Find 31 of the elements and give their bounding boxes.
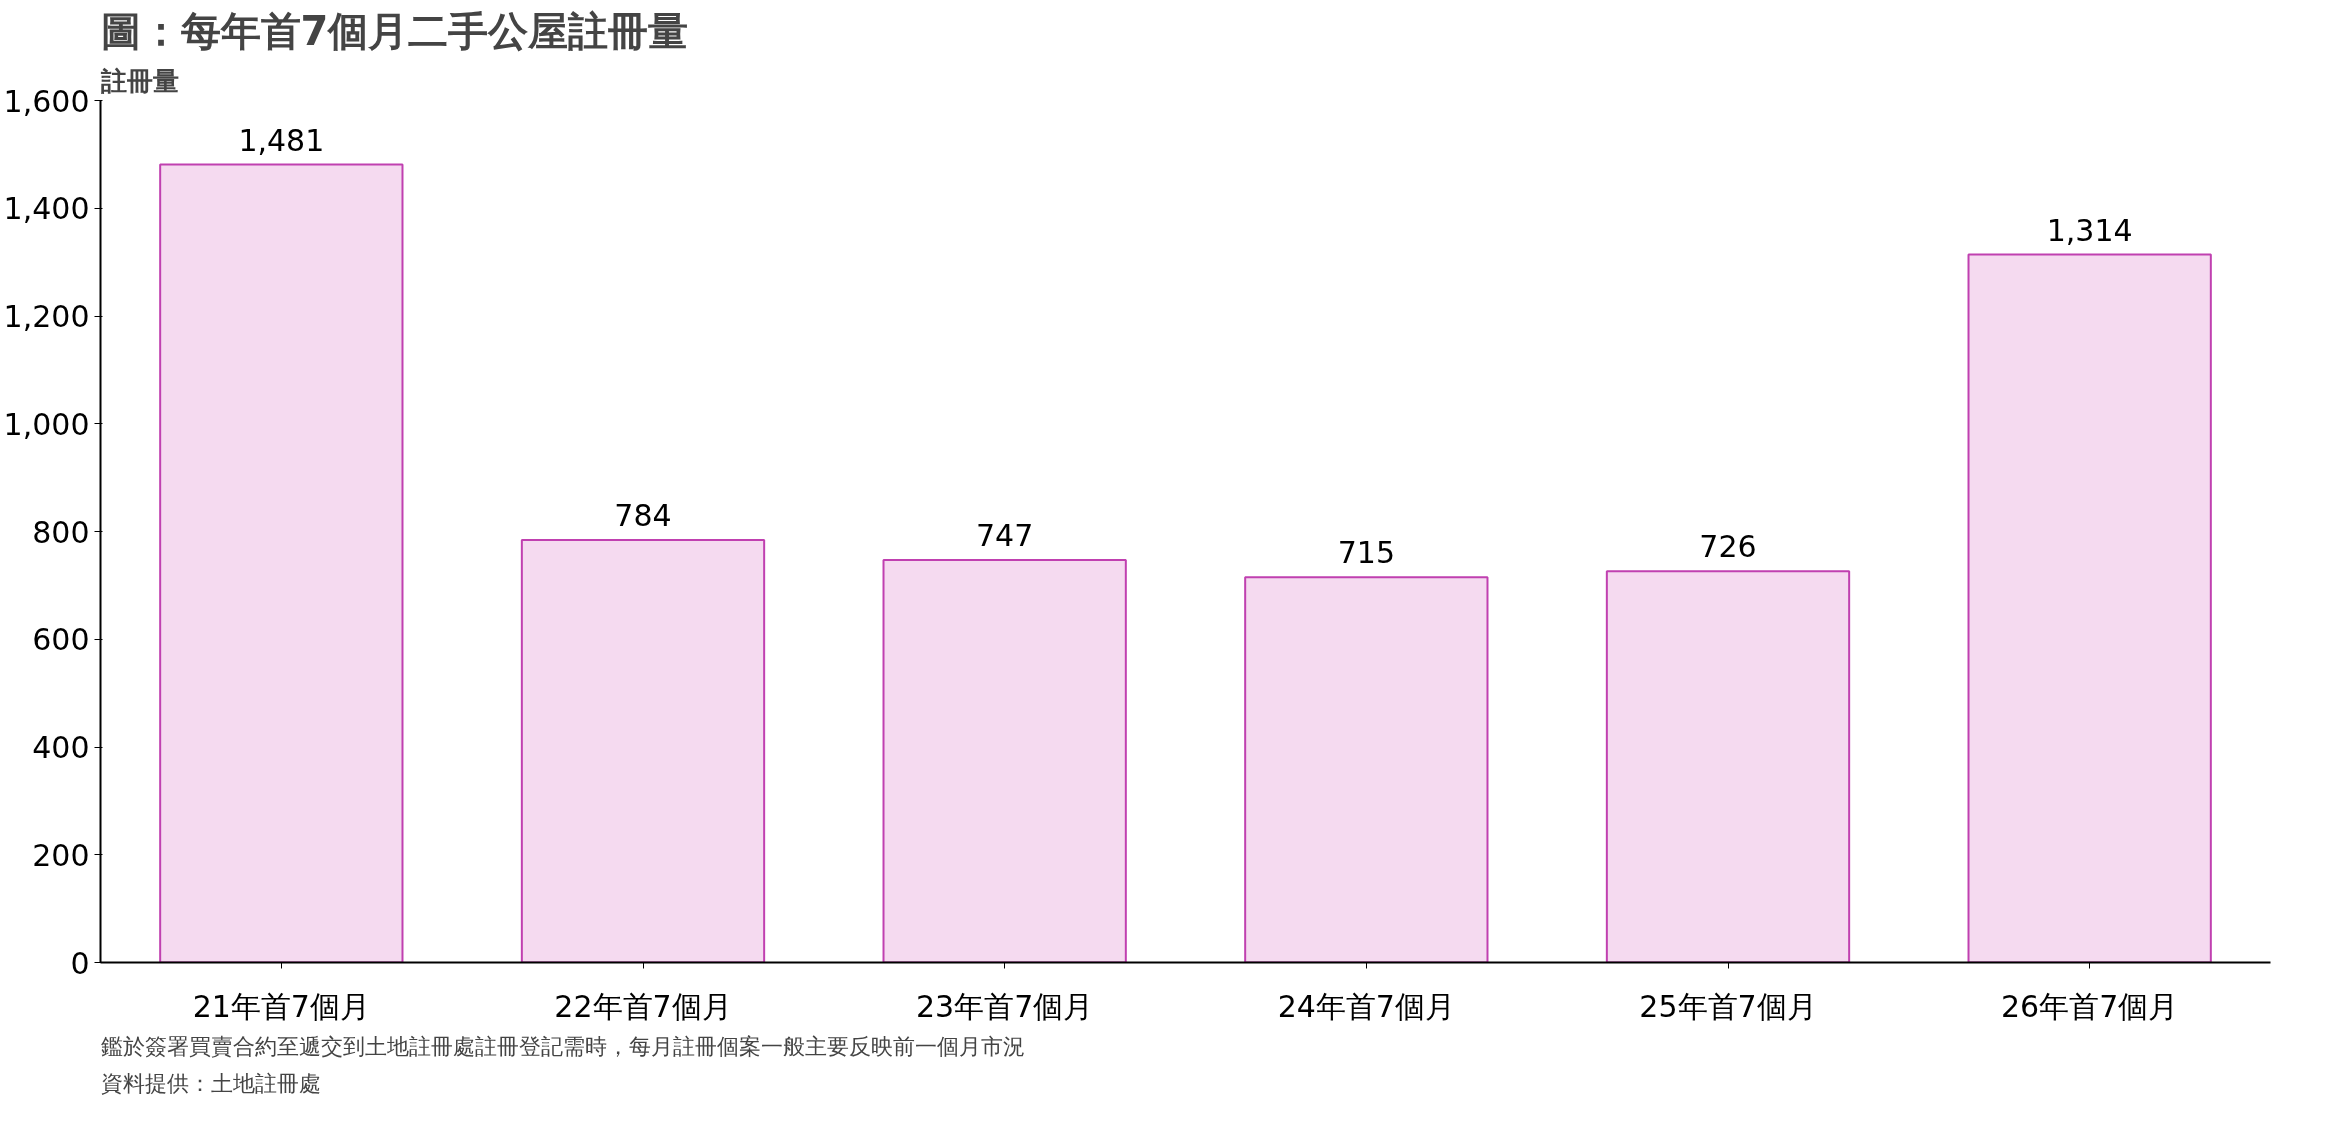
chart-title: 圖：每年首7個月二手公屋註冊量 [100, 7, 689, 54]
y-tick-label: 1,000 [3, 406, 90, 442]
text: 資料提供：土地註冊處 [100, 1070, 321, 1096]
bar [520, 539, 766, 963]
x-tick-label: 24年首7個月 [1277, 988, 1455, 1024]
y-tick-label: 1,200 [3, 299, 90, 334]
y-tick-label: 1,400 [3, 191, 90, 227]
text: 鑑於簽署買賣合約至遞交到土地註冊處註冊登記需時，每月註冊個案一般主要反映前一個月市況 [100, 1033, 1025, 1059]
bar [882, 559, 1127, 963]
y-tick-label: 200 [32, 837, 90, 873]
x-tick-label: 22年首7個月 [554, 988, 732, 1024]
data-label: 715 [1337, 535, 1395, 571]
y-axis-title: 註冊量 [99, 65, 179, 96]
y-tick-label: 1,600 [3, 83, 90, 119]
x-tick-label: 21年首7個月 [192, 988, 370, 1024]
bar [1967, 253, 2212, 963]
data-label: 1,314 [2046, 212, 2133, 248]
x-tick-label: 26年首7個月 [2001, 988, 2179, 1024]
bar [1605, 570, 1851, 963]
bar [1244, 576, 1489, 963]
y-tick-label: 600 [32, 622, 90, 658]
data-label: 726 [1699, 529, 1757, 565]
bar [159, 163, 404, 963]
y-tick-label: 400 [32, 730, 90, 765]
x-tick-label: 23年首7個月 [916, 988, 1094, 1024]
y-tick-label: 800 [32, 514, 90, 550]
y-tick-label: 0 [70, 945, 90, 981]
data-label: 747 [976, 518, 1034, 554]
data-label: 1,481 [238, 122, 325, 158]
data-label: 784 [614, 498, 672, 534]
x-tick-label: 25年首7個月 [1639, 988, 1817, 1024]
